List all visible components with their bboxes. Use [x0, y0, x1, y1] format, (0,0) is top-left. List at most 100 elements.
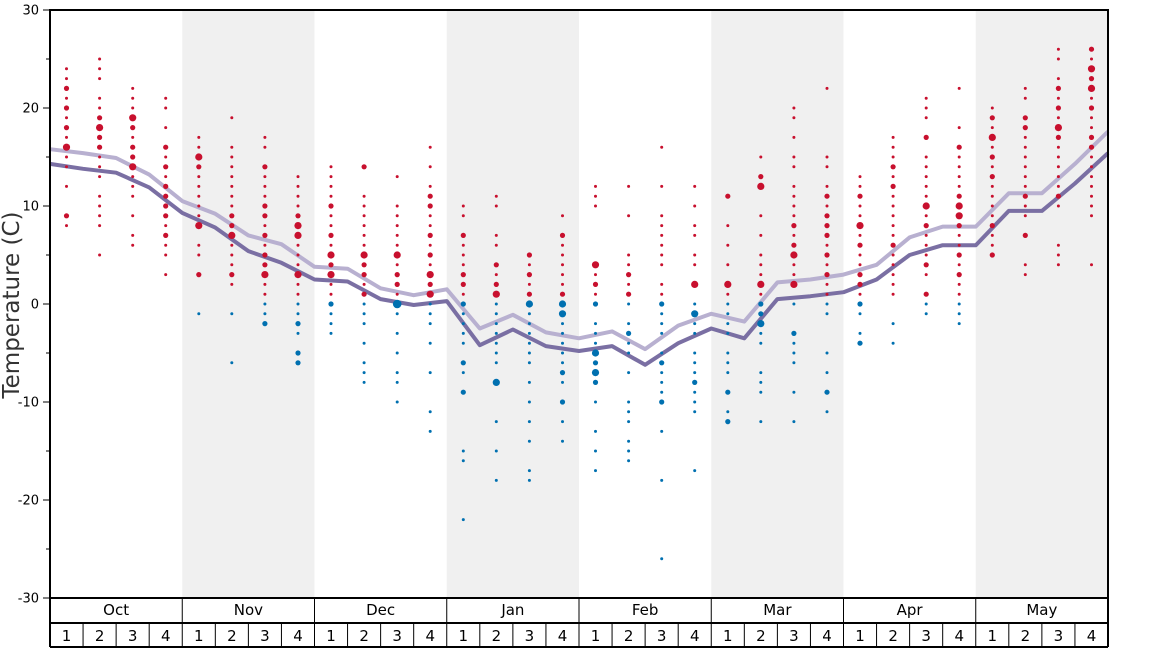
observation-dot — [1023, 135, 1027, 139]
observation-dot — [65, 224, 68, 228]
observation-dot — [561, 439, 564, 443]
observation-dot — [230, 184, 234, 188]
week-label: 4 — [690, 627, 700, 645]
observation-dot — [392, 299, 402, 309]
average-lines — [49, 130, 1110, 367]
observation-dot — [693, 361, 697, 365]
observation-dot — [561, 341, 564, 345]
observation-dot — [263, 243, 267, 247]
observation-dot — [1056, 204, 1060, 208]
month-label-feb: Feb — [632, 601, 659, 619]
observation-dot — [626, 291, 632, 297]
observation-dot — [924, 155, 928, 159]
observation-dots — [62, 46, 1096, 561]
observation-dot — [626, 272, 632, 278]
observation-dot — [98, 194, 102, 198]
observation-dot — [759, 380, 763, 384]
observation-dot — [891, 155, 895, 159]
observation-dot — [1090, 214, 1093, 218]
observation-dot — [263, 282, 267, 286]
observation-dot — [131, 233, 135, 237]
observation-dot — [98, 165, 102, 169]
observation-dot — [891, 224, 895, 228]
observation-dot — [1022, 232, 1028, 238]
observation-dot — [197, 145, 201, 149]
observation-dot — [924, 165, 928, 169]
observation-dot — [693, 224, 697, 228]
observation-dot — [395, 204, 399, 208]
observation-dot — [197, 214, 201, 218]
observation-dot — [527, 282, 531, 286]
week-label: 4 — [293, 627, 303, 645]
observation-dot — [1056, 263, 1060, 267]
observation-dot — [924, 253, 928, 257]
observation-dot — [627, 371, 631, 375]
observation-dot — [956, 193, 962, 199]
observation-dot — [494, 322, 498, 326]
y-tick-label: -10 — [18, 396, 39, 411]
observation-dot — [627, 410, 631, 414]
observation-dot — [792, 214, 796, 218]
observation-dot — [428, 184, 432, 188]
observation-dot — [759, 155, 763, 159]
observation-dot — [792, 194, 796, 198]
observation-dot — [492, 290, 500, 298]
observation-dot — [197, 184, 201, 188]
observation-dot — [757, 280, 765, 288]
observation-dot — [659, 301, 665, 307]
observation-dot — [594, 322, 597, 326]
observation-dot — [891, 204, 895, 208]
observation-dot — [627, 351, 631, 355]
observation-dot — [362, 204, 366, 208]
observation-dot — [626, 330, 632, 336]
observation-dot — [428, 410, 432, 414]
observation-dot — [724, 280, 732, 288]
observation-dot — [1056, 165, 1060, 169]
observation-dot — [693, 410, 697, 414]
observation-dot — [263, 312, 267, 316]
observation-dot — [494, 361, 498, 365]
observation-dot — [461, 253, 465, 257]
observation-dot — [395, 214, 399, 218]
observation-dot — [164, 224, 168, 228]
observation-dot — [561, 263, 564, 267]
observation-dot — [660, 233, 664, 237]
observation-dot — [594, 194, 597, 198]
observation-dot — [989, 223, 995, 229]
week-label: 2 — [95, 627, 105, 645]
observation-dot — [791, 242, 797, 248]
observation-dot — [592, 281, 599, 287]
observation-dot — [98, 253, 102, 257]
observation-dot — [294, 222, 302, 230]
observation-dot — [131, 96, 135, 100]
observation-dot — [660, 351, 664, 355]
observation-dot — [891, 135, 895, 139]
observation-dot — [1090, 194, 1093, 198]
observation-dot — [660, 429, 664, 433]
observation-dot — [65, 77, 68, 81]
observation-dot — [1022, 115, 1028, 121]
observation-dot — [791, 223, 797, 229]
observation-dot — [230, 155, 234, 159]
observation-dot — [527, 351, 531, 355]
observation-dot — [858, 263, 862, 267]
observation-dot — [1090, 116, 1093, 120]
observation-dot — [924, 214, 928, 218]
observation-dot — [594, 400, 597, 404]
observation-dot — [592, 360, 599, 366]
observation-dot — [759, 292, 763, 296]
observation-dot — [295, 360, 301, 366]
observation-dot — [990, 165, 994, 169]
observation-dot — [394, 272, 400, 278]
observation-dot — [825, 155, 829, 159]
observation-dot — [131, 106, 135, 110]
observation-dot — [891, 292, 895, 296]
observation-dot — [660, 322, 664, 326]
observation-dot — [229, 223, 235, 229]
observation-dot — [461, 214, 465, 218]
observation-dot — [726, 322, 730, 326]
observation-dot — [96, 124, 104, 132]
observation-dot — [726, 243, 730, 247]
observation-dot — [990, 184, 994, 188]
observation-dot — [97, 115, 103, 121]
